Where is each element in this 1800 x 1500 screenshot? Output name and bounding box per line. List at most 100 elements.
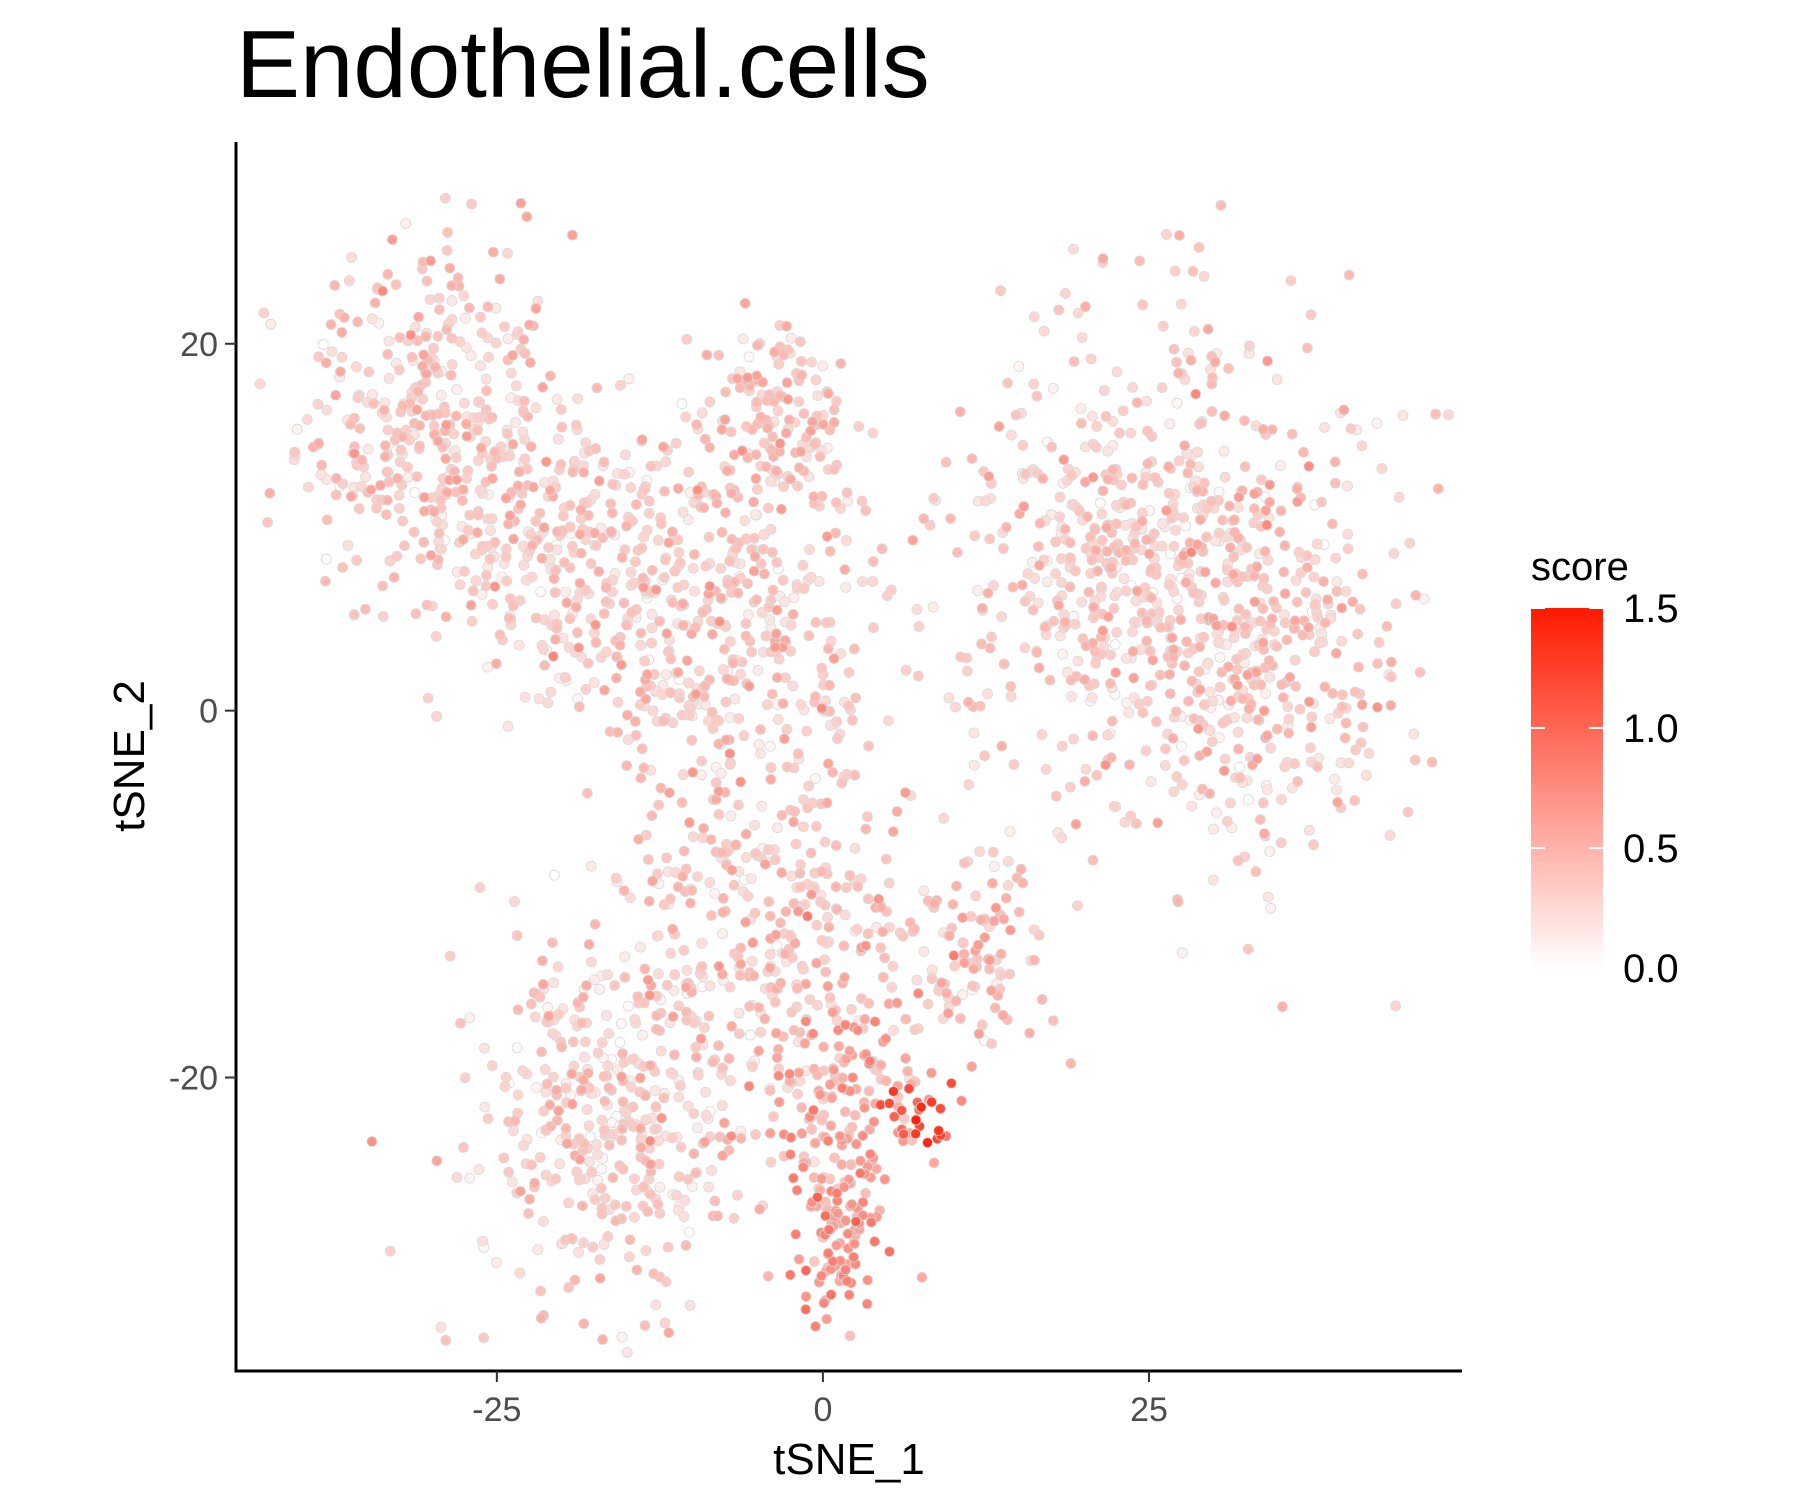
data-point bbox=[262, 517, 274, 528]
data-point bbox=[1254, 814, 1266, 825]
data-point bbox=[636, 542, 648, 554]
data-point bbox=[799, 1038, 811, 1049]
data-point bbox=[681, 964, 693, 976]
data-point bbox=[617, 1048, 628, 1059]
data-point bbox=[646, 810, 658, 822]
data-point bbox=[740, 828, 752, 840]
data-point bbox=[602, 1231, 614, 1242]
data-point bbox=[642, 669, 653, 680]
data-point bbox=[963, 779, 975, 791]
data-point bbox=[1432, 483, 1444, 495]
data-point bbox=[675, 1080, 686, 1092]
data-point bbox=[1223, 661, 1234, 673]
data-point bbox=[1214, 652, 1226, 663]
data-point bbox=[459, 1072, 471, 1084]
data-point bbox=[614, 1037, 626, 1048]
data-point bbox=[945, 513, 956, 524]
data-point bbox=[805, 571, 817, 583]
data-point bbox=[1342, 528, 1354, 540]
data-point bbox=[1352, 628, 1364, 640]
data-point bbox=[695, 1033, 707, 1045]
data-point bbox=[524, 319, 535, 331]
data-point bbox=[860, 823, 872, 835]
data-point bbox=[430, 631, 442, 642]
data-point bbox=[747, 1061, 758, 1072]
data-point bbox=[1146, 563, 1157, 575]
data-point bbox=[628, 577, 640, 589]
data-point bbox=[402, 461, 413, 473]
data-point bbox=[822, 388, 834, 400]
data-point bbox=[698, 823, 709, 834]
data-point bbox=[804, 994, 816, 1005]
data-point bbox=[490, 658, 502, 669]
data-point bbox=[823, 643, 834, 655]
data-point bbox=[912, 670, 924, 682]
data-point bbox=[566, 540, 578, 552]
data-point bbox=[380, 509, 392, 520]
data-point bbox=[814, 1089, 826, 1100]
data-point bbox=[345, 491, 357, 502]
data-point bbox=[1426, 756, 1438, 768]
data-point bbox=[1303, 460, 1315, 472]
data-point bbox=[714, 616, 725, 627]
data-point bbox=[736, 445, 748, 457]
data-point bbox=[481, 385, 492, 397]
data-point bbox=[1101, 546, 1113, 557]
data-point bbox=[1289, 615, 1301, 627]
data-point bbox=[880, 1075, 892, 1087]
data-point bbox=[578, 1237, 589, 1249]
data-point bbox=[655, 1045, 667, 1057]
data-point bbox=[1337, 689, 1348, 701]
data-point bbox=[798, 408, 810, 420]
data-point bbox=[1065, 674, 1077, 686]
data-point bbox=[865, 1216, 877, 1228]
legend-tick-label: 1.5 bbox=[1623, 587, 1679, 631]
data-point bbox=[1182, 467, 1194, 479]
data-point bbox=[1033, 929, 1045, 941]
data-point bbox=[518, 559, 530, 571]
data-point bbox=[1314, 637, 1326, 649]
data-point bbox=[713, 785, 725, 797]
data-point bbox=[763, 896, 775, 908]
data-point bbox=[687, 831, 699, 842]
data-point bbox=[646, 637, 657, 649]
data-point bbox=[519, 434, 530, 446]
data-point bbox=[393, 502, 405, 514]
data-point bbox=[354, 423, 366, 434]
data-point bbox=[552, 961, 564, 973]
data-point bbox=[1076, 417, 1087, 429]
data-point bbox=[603, 1082, 615, 1094]
data-point bbox=[859, 1102, 870, 1114]
data-point bbox=[352, 316, 364, 328]
data-point bbox=[775, 977, 787, 989]
data-point bbox=[726, 1020, 738, 1032]
data-point bbox=[431, 1155, 443, 1167]
data-point bbox=[466, 198, 477, 210]
data-point bbox=[585, 860, 597, 872]
data-point bbox=[408, 526, 420, 538]
data-point bbox=[1261, 784, 1273, 795]
data-point bbox=[927, 601, 939, 613]
data-point bbox=[519, 348, 531, 359]
data-point bbox=[691, 419, 703, 431]
data-point bbox=[265, 318, 277, 330]
data-point bbox=[1064, 537, 1076, 549]
data-point bbox=[831, 1187, 843, 1199]
data-point bbox=[1371, 417, 1383, 429]
data-point bbox=[732, 587, 744, 599]
data-point bbox=[381, 494, 393, 506]
data-point bbox=[658, 1092, 670, 1104]
data-point bbox=[1329, 773, 1340, 785]
data-point bbox=[501, 575, 513, 587]
data-point bbox=[803, 780, 814, 792]
data-point bbox=[1137, 299, 1148, 311]
data-point bbox=[1091, 769, 1103, 781]
data-point bbox=[474, 484, 486, 496]
data-point bbox=[445, 369, 457, 381]
data-point bbox=[951, 880, 962, 892]
data-point bbox=[1189, 325, 1200, 337]
data-point bbox=[665, 893, 676, 905]
data-point bbox=[767, 584, 779, 596]
data-point bbox=[470, 575, 482, 587]
data-point bbox=[573, 642, 585, 654]
